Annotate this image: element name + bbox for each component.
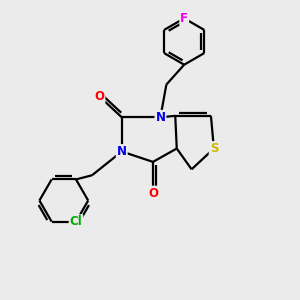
Text: S: S (210, 142, 218, 155)
Text: F: F (180, 12, 188, 25)
Text: N: N (155, 111, 165, 124)
Text: Cl: Cl (70, 215, 83, 228)
Text: O: O (94, 90, 104, 103)
Text: N: N (117, 145, 127, 158)
Text: O: O (148, 187, 158, 200)
